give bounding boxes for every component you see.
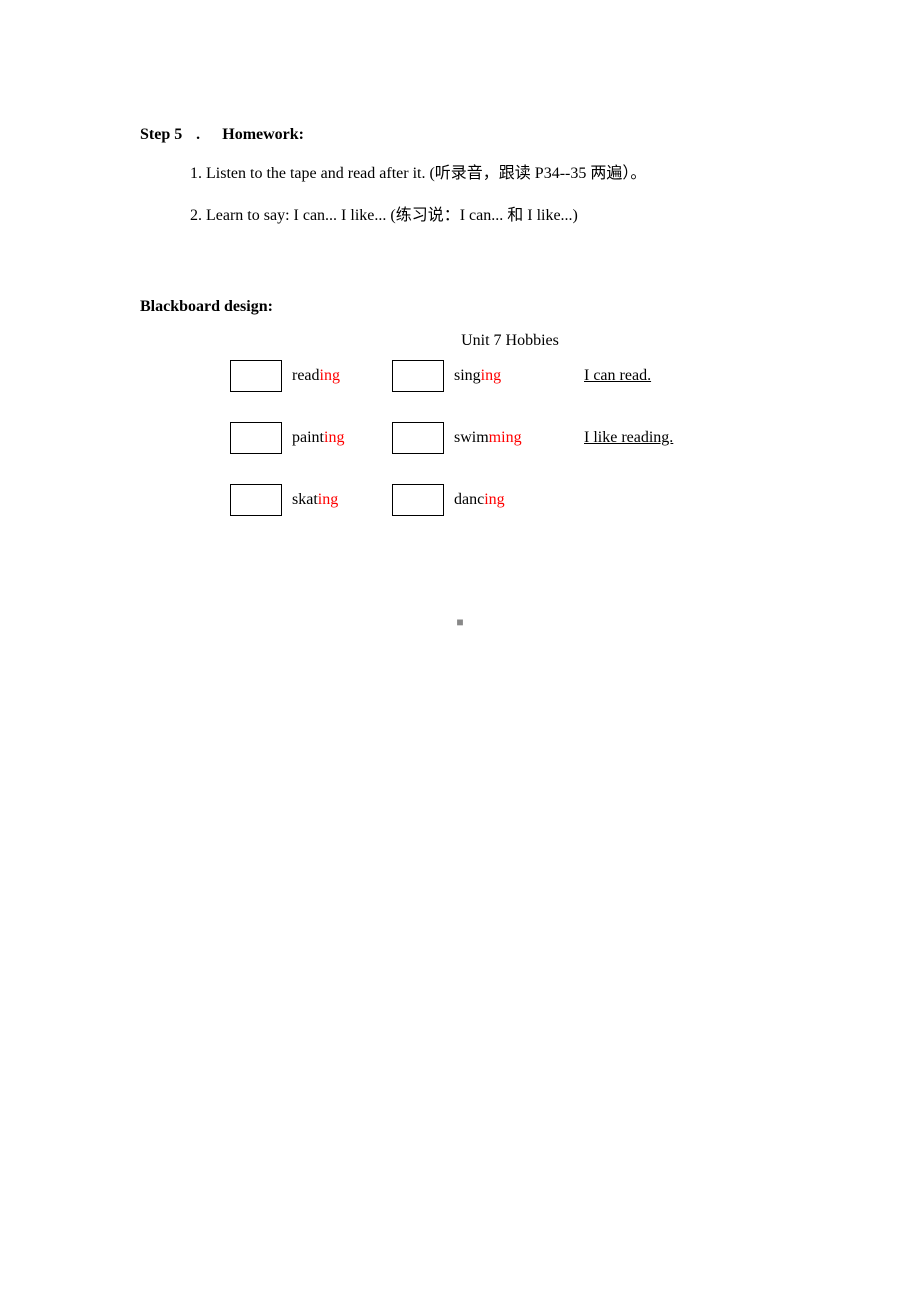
word-label: swimming bbox=[454, 429, 554, 447]
word-label: painting bbox=[292, 429, 392, 447]
separator-dot: ． bbox=[194, 126, 210, 143]
word-box bbox=[230, 422, 282, 454]
unit-title: Unit 7 Hobbies bbox=[240, 332, 780, 350]
blackboard-design-heading: Blackboard design: bbox=[140, 298, 780, 316]
word-label: reading bbox=[292, 367, 392, 385]
step-header: Step 5 ． Homework: bbox=[140, 120, 780, 144]
blackboard-row: reading singing I can read. bbox=[230, 360, 780, 392]
word-box bbox=[392, 484, 444, 516]
word-stem: swim bbox=[454, 429, 489, 446]
footer-mark: ■ bbox=[0, 615, 920, 630]
step-label: Step 5 bbox=[140, 126, 182, 143]
document-page: Step 5 ． Homework: 1. Listen to the tape… bbox=[0, 0, 920, 516]
word-suffix: ing bbox=[320, 367, 340, 384]
blackboard-row: skating dancing bbox=[230, 484, 780, 516]
word-suffix: ing bbox=[484, 491, 504, 508]
word-stem: danc bbox=[454, 491, 484, 508]
homework-item-1: 1. Listen to the tape and read after it.… bbox=[190, 162, 780, 186]
word-suffix: ing bbox=[481, 367, 501, 384]
word-stem: paint bbox=[292, 429, 324, 446]
word-box bbox=[230, 360, 282, 392]
blackboard-row: painting swimming I like reading. bbox=[230, 422, 780, 454]
word-label: singing bbox=[454, 367, 554, 385]
example-sentence: I like reading. bbox=[584, 429, 673, 447]
word-box bbox=[230, 484, 282, 516]
word-box bbox=[392, 422, 444, 454]
word-suffix: ing bbox=[318, 491, 338, 508]
word-suffix: ming bbox=[489, 429, 522, 446]
example-sentence: I can read. bbox=[584, 367, 651, 385]
word-stem: sing bbox=[454, 367, 481, 384]
word-suffix: ing bbox=[324, 429, 344, 446]
word-stem: skat bbox=[292, 491, 318, 508]
homework-item-2: 2. Learn to say: I can... I like... (练习说… bbox=[190, 204, 780, 228]
word-label: skating bbox=[292, 491, 392, 509]
word-stem: read bbox=[292, 367, 320, 384]
word-box bbox=[392, 360, 444, 392]
word-label: dancing bbox=[454, 491, 554, 509]
step-title: Homework: bbox=[222, 126, 304, 143]
